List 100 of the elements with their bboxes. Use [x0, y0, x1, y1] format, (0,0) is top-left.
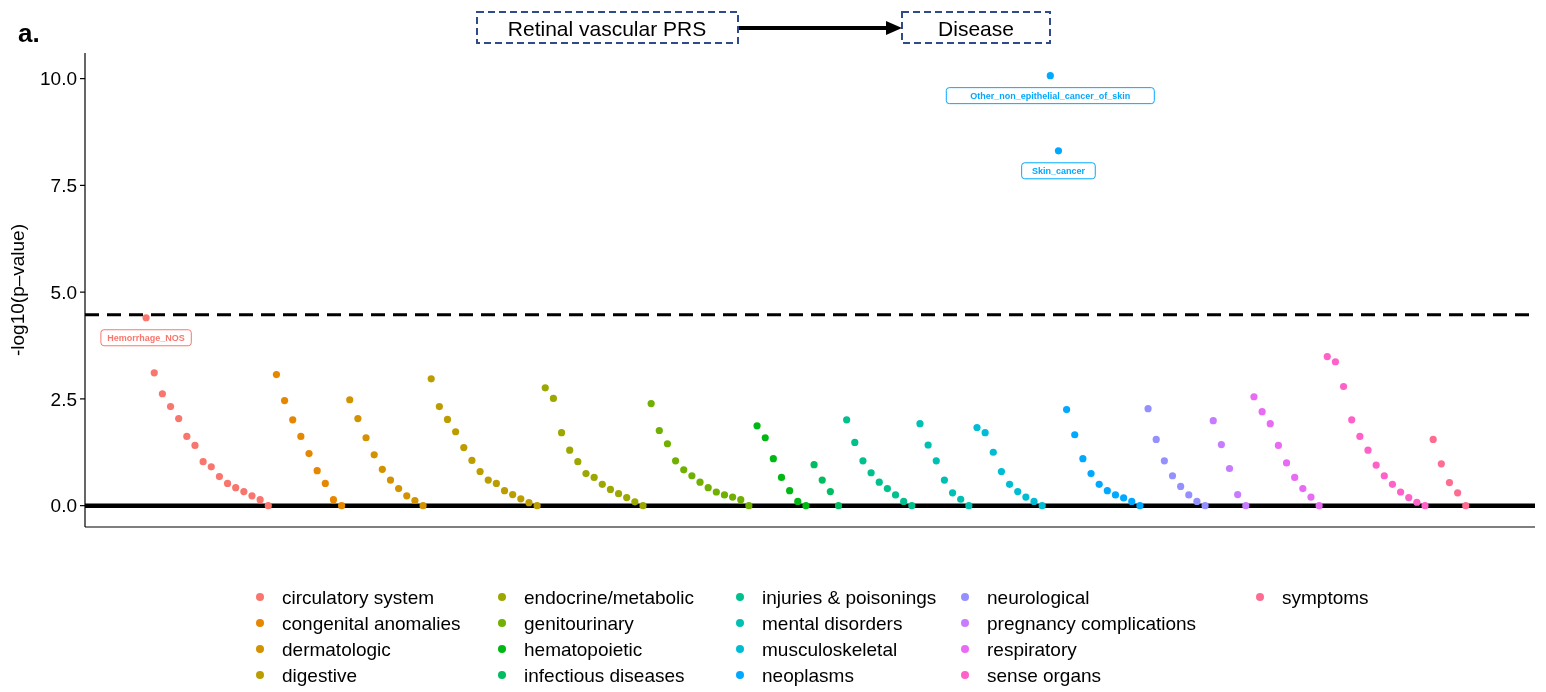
point: [1030, 497, 1038, 505]
point: [338, 502, 346, 510]
point: [1111, 491, 1120, 499]
point: [158, 390, 166, 398]
point: [574, 458, 582, 466]
point: [1315, 502, 1323, 510]
point: [680, 466, 688, 474]
point: [1095, 480, 1103, 488]
point: [150, 369, 158, 377]
y-tick-label: 10.0: [40, 68, 77, 90]
point: [582, 470, 590, 478]
point: [183, 432, 191, 441]
legend-label: congenital anomalies: [282, 612, 461, 634]
point: [948, 489, 957, 497]
point: [313, 467, 321, 475]
point: [623, 493, 631, 502]
point: [614, 490, 623, 498]
point: [403, 492, 411, 500]
point: [256, 496, 264, 504]
text: a.: [18, 18, 40, 48]
point: [1242, 502, 1250, 510]
point: [362, 434, 370, 442]
point: [688, 472, 696, 480]
point: [386, 476, 395, 484]
point: [346, 396, 354, 404]
point: [1331, 358, 1340, 366]
point: [289, 416, 297, 424]
point: [395, 484, 403, 493]
point: [468, 456, 476, 464]
legend-label: musculoskeletal: [762, 638, 898, 660]
point: [452, 428, 460, 436]
point: [932, 457, 940, 465]
point: [1234, 490, 1242, 499]
point: [1079, 455, 1087, 463]
point: [883, 484, 891, 493]
point: [549, 394, 557, 403]
point: [737, 496, 745, 504]
annotation: Other_non_epithelial_cancer_of_skin: [970, 90, 1131, 101]
point: [500, 487, 509, 495]
point: [1022, 493, 1030, 501]
point: [1225, 464, 1234, 473]
point: [517, 495, 525, 503]
point: [525, 499, 533, 507]
point: [329, 496, 338, 504]
point: [1177, 482, 1185, 491]
point: [867, 469, 875, 477]
point: [843, 416, 851, 424]
point: [1258, 408, 1266, 416]
point: [305, 449, 313, 458]
point: [753, 422, 761, 430]
point: [1063, 405, 1071, 414]
point: [769, 455, 777, 463]
point: [810, 461, 818, 469]
legend-label: circulatory system: [282, 586, 435, 608]
point: [1038, 502, 1046, 510]
point: [981, 429, 989, 437]
legend-label: pregnancy complications: [987, 612, 1197, 634]
point: [492, 479, 500, 488]
point: [720, 491, 729, 499]
point: [1421, 502, 1429, 510]
point: [834, 502, 843, 510]
point: [1388, 480, 1397, 488]
point: [1364, 446, 1372, 454]
point: [460, 443, 468, 452]
point: [1103, 487, 1111, 495]
point: [1299, 484, 1307, 493]
point: [663, 440, 672, 448]
point: [541, 384, 549, 392]
legend-label: dermatologic: [282, 638, 391, 660]
point: [1348, 416, 1356, 424]
point: [900, 497, 908, 505]
point: [1462, 502, 1470, 510]
point: [232, 484, 240, 492]
point: [1217, 440, 1225, 449]
point: [1437, 460, 1445, 468]
point: [419, 502, 427, 510]
legend-label: sense organs: [987, 664, 1102, 686]
legend-label: endocrine/metabolic: [524, 586, 695, 608]
point: [891, 491, 900, 499]
point: [199, 458, 207, 466]
point: [411, 496, 419, 505]
point: [598, 480, 606, 488]
point: [321, 479, 329, 488]
legend-label: injuries & poisonings: [762, 586, 937, 608]
point: [1323, 353, 1331, 361]
legend-label: genitourinary: [524, 612, 635, 634]
point: [1356, 432, 1364, 441]
point: [729, 493, 737, 501]
point: [435, 402, 443, 411]
text: Retinal vascular PRS: [507, 17, 707, 40]
point: [272, 370, 281, 379]
annotation: Hemorrhage_NOS: [107, 332, 185, 343]
point: [1087, 470, 1095, 478]
point: [989, 448, 997, 456]
point: [1454, 489, 1462, 497]
point: [1291, 473, 1299, 482]
point: [940, 476, 949, 484]
point: [484, 476, 492, 484]
point: [761, 434, 769, 442]
point: [1307, 493, 1315, 501]
